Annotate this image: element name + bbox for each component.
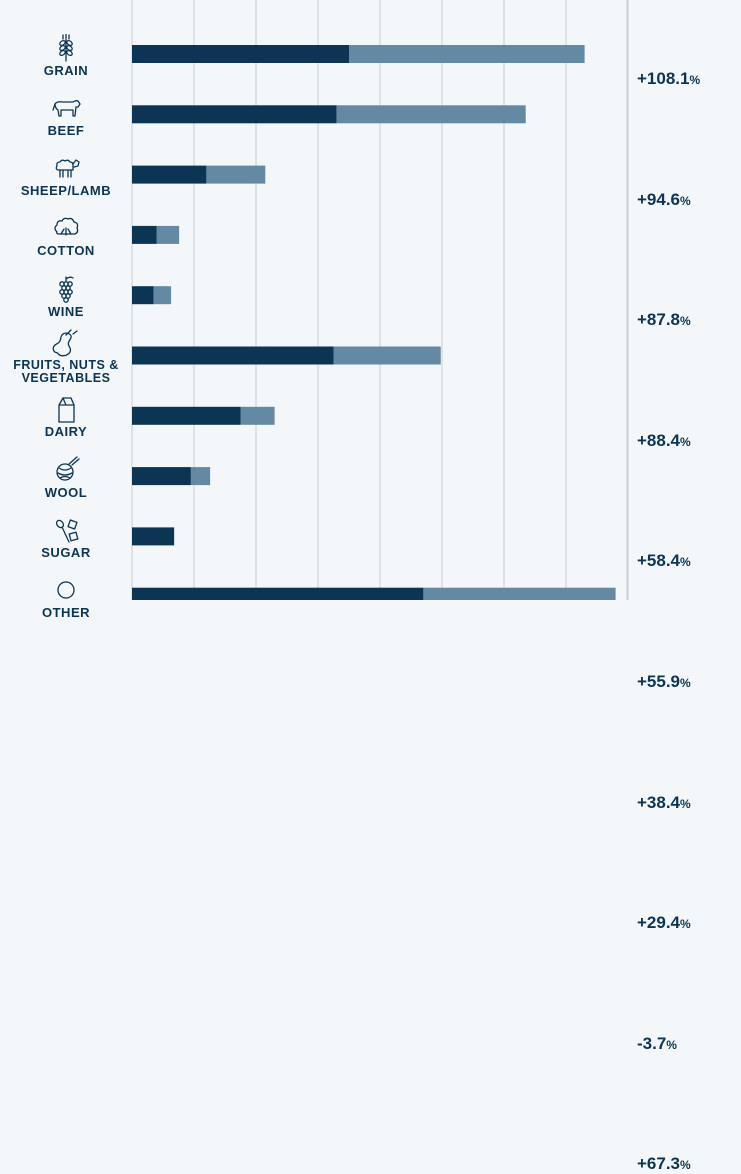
- category-label: SUGAR: [41, 544, 91, 560]
- bar-series-1: [132, 587, 424, 600]
- category-block: SUGAR: [0, 507, 132, 567]
- category-label: OTHER: [42, 605, 90, 621]
- chart-row: WINE +58.4%: [0, 266, 741, 570]
- change-value: +38.4: [637, 792, 681, 812]
- change-value: +29.4: [637, 913, 681, 933]
- category-label: FRUITS, NUTS & VEGETABLES: [13, 357, 119, 385]
- category-block: BEEF: [0, 85, 132, 145]
- category-label: BEEF: [47, 122, 85, 138]
- change-label: -3.7%: [637, 1034, 677, 1054]
- bar-series-2: [153, 286, 172, 305]
- change-unit: %: [680, 193, 691, 208]
- change-value: +58.4: [637, 551, 681, 571]
- change-unit: %: [680, 1158, 691, 1173]
- grain-icon: [59, 33, 73, 62]
- category-block: DAIRY: [0, 387, 132, 447]
- change-unit: %: [680, 434, 691, 449]
- change-value: +88.4: [637, 430, 681, 450]
- bar-series-1: [132, 467, 191, 486]
- chart-row: DAIRY +38.4%: [0, 387, 741, 812]
- category-label: WINE: [48, 303, 84, 319]
- change-unit: %: [666, 1037, 677, 1052]
- change-label: +108.1%: [637, 69, 700, 89]
- change-value: +94.6: [637, 189, 681, 209]
- bar-series-1: [132, 45, 349, 63]
- change-label: +29.4%: [637, 913, 691, 933]
- chart-plot: [131, 0, 629, 600]
- chart-row: SHEEP/LAMB +87.8%: [0, 146, 741, 329]
- bar-series-2: [349, 45, 585, 63]
- bar-series-1: [132, 105, 337, 124]
- change-value: +67.3: [637, 1154, 681, 1174]
- change-unit: %: [680, 917, 691, 932]
- bar-series-1: [132, 286, 154, 305]
- change-label: +55.9%: [637, 672, 691, 692]
- change-value: +55.9: [637, 672, 681, 691]
- category-block: WOOL: [0, 447, 132, 507]
- category-block: FRUITS, NUTS & VEGETABLES: [0, 327, 132, 387]
- yarn-icon: [56, 455, 80, 481]
- chart-row: SUGAR -3.7%: [0, 507, 741, 1053]
- category-block: COTTON: [0, 206, 132, 266]
- bar-series-2: [206, 165, 266, 184]
- bar-series-1: [132, 225, 157, 244]
- bar-series-1: [132, 165, 207, 184]
- bar-series-2: [156, 225, 180, 244]
- bar-series-1: [132, 406, 241, 425]
- milk-carton-icon: [58, 397, 75, 423]
- category-label: SHEEP/LAMB: [20, 183, 112, 199]
- cow-icon: [52, 99, 81, 117]
- bar-series-2: [423, 587, 616, 600]
- change-label: +67.3%: [637, 1154, 691, 1174]
- change-unit: %: [680, 676, 691, 690]
- change-label: +87.8%: [637, 310, 691, 330]
- bar-series-2: [240, 406, 275, 425]
- category-label: COTTON: [37, 243, 95, 259]
- change-label: +58.4%: [637, 551, 691, 571]
- change-unit: %: [680, 314, 691, 329]
- category-label: GRAIN: [43, 62, 89, 78]
- sugar-icon: [55, 519, 79, 543]
- bar-series-2: [333, 346, 441, 365]
- sheep-icon: [55, 159, 80, 178]
- category-block: WINE: [0, 266, 132, 326]
- other-icon: [57, 581, 75, 599]
- bar-series-1: [132, 527, 175, 546]
- peanut-icon: [52, 328, 78, 356]
- category-block: SHEEP/LAMB: [0, 146, 132, 206]
- change-label: +94.6%: [637, 190, 691, 210]
- chart-row: BEEF +94.6%: [0, 85, 741, 209]
- change-unit: %: [680, 555, 691, 570]
- change-unit: %: [689, 73, 701, 87]
- chart-row: OTHER +67.3%: [0, 568, 741, 1173]
- bar-series-1: [132, 346, 334, 365]
- change-value: +87.8: [637, 310, 681, 330]
- chart-row: FRUITS, NUTS & VEGETABLES +55.9%: [0, 327, 741, 691]
- change-label: +88.4%: [637, 431, 691, 451]
- change-value: +108.1: [637, 69, 690, 88]
- chart-row: WOOL +29.4%: [0, 447, 741, 932]
- change-unit: %: [680, 796, 691, 811]
- category-block: GRAIN: [0, 25, 132, 85]
- category-label: DAIRY: [44, 424, 88, 440]
- category-label: WOOL: [44, 484, 88, 500]
- change-label: +38.4%: [637, 793, 691, 813]
- cotton-icon: [54, 218, 79, 237]
- bar-series-2: [336, 105, 526, 124]
- chart-row: GRAIN +108.1%: [0, 25, 741, 88]
- change-value: -3.7: [637, 1033, 667, 1053]
- chart-row: COTTON +88.4%: [0, 206, 741, 450]
- category-block: OTHER: [0, 568, 132, 628]
- grapes-icon: [59, 276, 74, 303]
- bar-series-2: [190, 467, 211, 486]
